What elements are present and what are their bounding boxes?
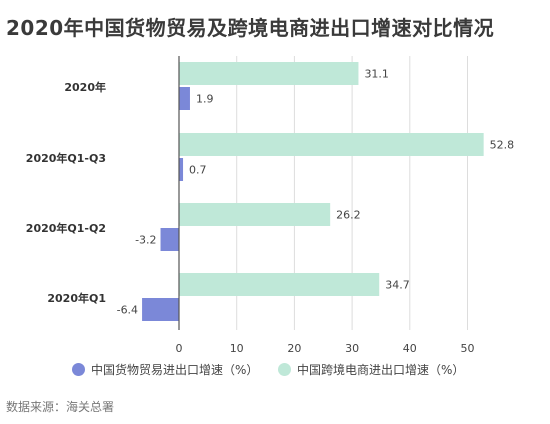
category-label-0: 2020年 <box>64 80 106 94</box>
category-label-3: 2020年Q1 <box>47 291 106 305</box>
value-label-goods-3: -6.4 <box>117 304 138 317</box>
bar-chart: 2020年 31.1 1.9 2020年Q1-Q3 52.8 0.7 2020年Q1-Q2 2… <box>26 56 515 355</box>
x-tick-label-2: 20 <box>287 342 301 355</box>
source-note: 数据来源：海关总署 <box>6 400 115 414</box>
legend-label-goods: 中国货物贸易进出口增速（%） <box>91 363 259 377</box>
x-tick-label-0: 0 <box>176 342 183 355</box>
legend-swatch-goods <box>72 363 85 376</box>
x-tick-label-5: 50 <box>461 342 475 355</box>
bar-goods-0 <box>179 87 190 110</box>
bar-ecommerce-0 <box>179 62 359 85</box>
legend-label-ecommerce: 中国跨境电商进出口增速（%） <box>297 363 465 377</box>
bar-ecommerce-1 <box>179 133 484 156</box>
bar-goods-2 <box>160 228 179 251</box>
chart-title: 2020年中国货物贸易及跨境电商进出口增速对比情况 <box>6 16 495 40</box>
value-label-goods-1: 0.7 <box>189 164 207 177</box>
x-tick-label-1: 10 <box>230 342 244 355</box>
bar-ecommerce-3 <box>179 273 380 296</box>
x-tick-label-3: 30 <box>345 342 359 355</box>
bar-goods-1 <box>179 158 184 181</box>
bar-goods-3 <box>142 298 179 321</box>
x-tick-label-4: 40 <box>403 342 417 355</box>
value-label-ecommerce-2: 26.2 <box>336 209 361 222</box>
value-label-ecommerce-0: 31.1 <box>364 68 389 81</box>
legend-swatch-ecommerce <box>278 363 291 376</box>
category-label-1: 2020年Q1-Q3 <box>26 151 106 165</box>
bar-ecommerce-2 <box>179 203 331 226</box>
value-label-goods-2: -3.2 <box>135 234 156 247</box>
value-label-goods-0: 1.9 <box>196 93 214 106</box>
category-label-2: 2020年Q1-Q2 <box>26 221 106 235</box>
value-label-ecommerce-3: 34.7 <box>385 279 410 292</box>
legend-item-goods: 中国货物贸易进出口增速（%） <box>72 361 258 378</box>
legend-item-ecommerce: 中国跨境电商进出口增速（%） <box>278 361 464 378</box>
value-label-ecommerce-1: 52.8 <box>490 139 515 152</box>
